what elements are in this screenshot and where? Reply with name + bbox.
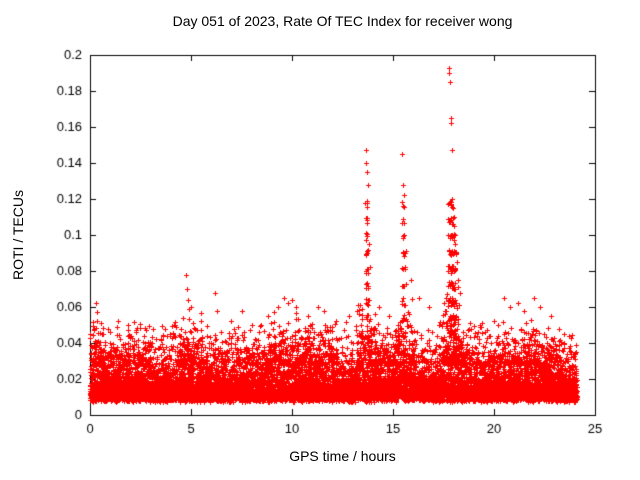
y-axis-label: ROTI / TECUs xyxy=(10,190,26,280)
chart-title: Day 051 of 2023, Rate Of TEC Index for r… xyxy=(172,13,513,29)
x-axis-label: GPS time / hours xyxy=(289,448,396,464)
